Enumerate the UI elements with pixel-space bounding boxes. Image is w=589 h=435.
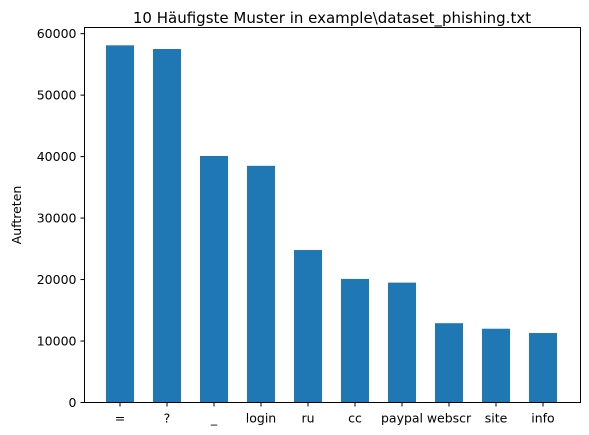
plot-frame <box>84 27 581 403</box>
y-tick-label: 40000 <box>37 149 77 164</box>
bar-8 <box>482 328 510 403</box>
x-axis-ticks: =? _ login ru cc paypal webscr site info <box>115 402 555 426</box>
x-tick-label: ru <box>301 411 314 426</box>
bar-3 <box>247 165 275 403</box>
x-tick-label: paypal <box>381 411 423 426</box>
bar-1 <box>153 49 181 403</box>
y-tick-label: 20000 <box>37 272 77 287</box>
y-axis-ticks: 0 10000 20000 30000 40000 50000 60000 <box>37 26 85 410</box>
bar-2 <box>200 155 228 403</box>
chart-title: 10 Häufigste Muster in example\dataset_p… <box>133 9 531 28</box>
x-tick-label: _ <box>210 411 218 426</box>
x-tick-label: webscr <box>427 411 472 426</box>
bars-group <box>106 45 557 403</box>
bar-4 <box>294 250 322 403</box>
x-tick-label: cc <box>348 411 362 426</box>
bar-0 <box>106 45 134 403</box>
y-tick-label: 50000 <box>37 88 77 103</box>
x-tick-label: site <box>485 411 508 426</box>
bar-9 <box>529 333 557 403</box>
bar-6 <box>388 282 416 403</box>
bar-5 <box>341 278 369 403</box>
x-tick-label: login <box>246 411 276 426</box>
x-tick-label: ? <box>164 411 171 426</box>
y-tick-label: 60000 <box>37 26 77 41</box>
bar-7 <box>435 323 463 403</box>
x-tick-label: = <box>115 411 125 426</box>
y-tick-label: 0 <box>69 395 77 410</box>
x-tick-label: info <box>531 411 554 426</box>
y-axis-label: Auftreten <box>9 186 24 245</box>
y-tick-label: 30000 <box>37 211 77 226</box>
y-tick-label: 10000 <box>37 334 77 349</box>
